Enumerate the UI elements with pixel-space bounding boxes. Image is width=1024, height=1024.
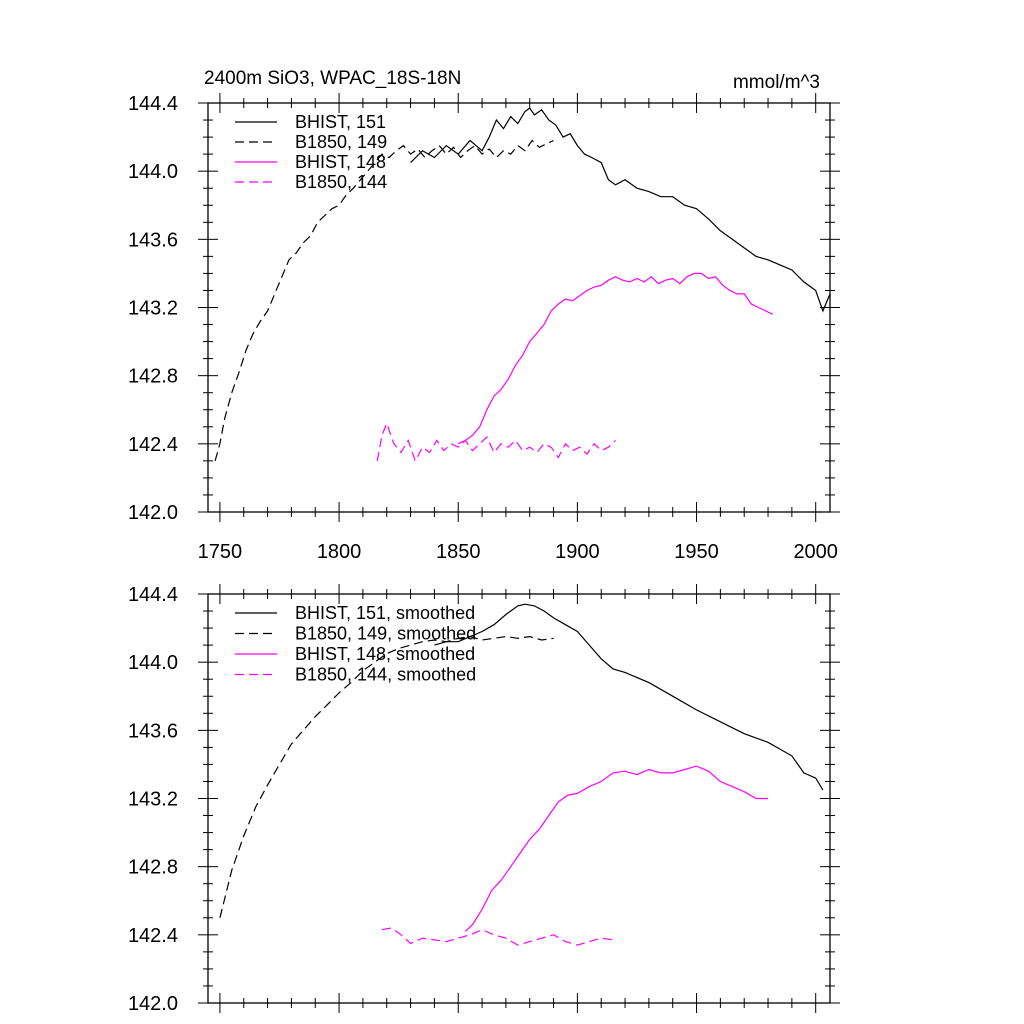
x-tick-label: 1950 [674,541,719,563]
x-tick-label: 1900 [555,541,600,563]
series-line-3 [381,927,614,946]
x-tick-label: 1850 [436,541,481,563]
x-tick-label: 1800 [317,541,362,563]
y-tick-label: 143.6 [128,720,178,742]
y-tick-label: 142.8 [128,366,178,388]
series-line-0 [434,603,824,791]
x-tick-label: 2000 [793,541,838,563]
legend-label-2: BHIST, 148, smoothed [295,644,475,664]
legend-label-3: B1850, 144 [295,172,387,192]
y-tick-label: 142.4 [128,434,178,456]
y-tick-label: 142.8 [128,857,178,879]
legend-label-3: B1850, 144, smoothed [295,665,476,685]
y-tick-label: 142.0 [128,502,178,524]
y-tick-label: 144.4 [128,584,178,606]
legend-label-1: B1850, 149, smoothed [295,624,476,644]
bottom-panel: 142.0 142.4 142.8 143.2 143.6 144.0 144.4 BHIST… [128,584,840,1015]
y-tick-label: 143.2 [128,298,178,320]
chart-title: 2400m SiO3, WPAC_18S-18N [204,68,461,89]
y-tick-label: 143.6 [128,229,178,251]
series-line-1 [214,139,554,462]
y-tick-label: 144.4 [128,93,178,115]
y-tick-label: 143.2 [128,789,178,811]
y-tick-label: 144.0 [128,652,178,674]
series-line-3 [376,421,616,463]
series-line-2 [457,272,774,445]
legend-label-0: BHIST, 151, smoothed [295,603,475,623]
top-panel: 1750 1800 1850 1900 1950 2000 142.0 142.4 142.8 1… [128,93,840,563]
x-tick-label: 1750 [198,541,243,563]
y-tick-label: 142.4 [128,925,178,947]
y-tick-label: 144.0 [128,161,178,183]
legend-label-0: BHIST, 151 [295,112,386,132]
series-line-0 [410,107,831,313]
legend-label-1: B1850, 149 [295,132,387,152]
series-line-2 [464,765,768,932]
series-line-1 [219,635,554,918]
legend-label-2: BHIST, 148 [295,152,386,172]
y-tick-label: 142.0 [128,993,178,1015]
chart-units: mmol/m^3 [733,72,820,93]
